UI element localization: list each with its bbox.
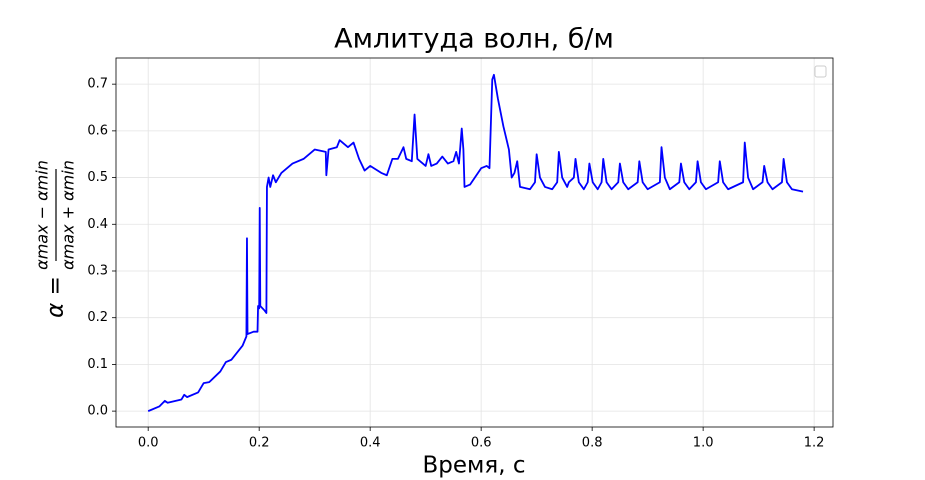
x-tick-label: 1.2 [804, 436, 825, 451]
y-tick-label: 0.5 [87, 170, 108, 185]
x-tick-label: 0.2 [249, 436, 270, 451]
x-axis-label: Время, с [423, 453, 526, 479]
y-label-numerator: αmax − αmin [33, 160, 52, 270]
y-tick-label: 0.1 [87, 357, 108, 372]
y-tick-label: 0.3 [87, 263, 108, 278]
x-tick-label: 0.8 [582, 436, 603, 451]
x-tick-label: 0.4 [360, 436, 381, 451]
legend-box [814, 65, 827, 78]
chart-title: Амлитуда волн, б/м [334, 24, 614, 55]
plot-frame [115, 57, 834, 428]
x-tick-label: 1.0 [693, 436, 714, 451]
x-tick-label: 0.0 [138, 436, 159, 451]
y-label-lhs: α = [43, 276, 69, 318]
y-tick-label: 0.0 [87, 404, 108, 419]
x-tick-label: 0.6 [471, 436, 492, 451]
y-tick-label: 0.7 [87, 77, 108, 92]
y-tick-label: 0.6 [87, 123, 108, 138]
y-label-denominator: αmax + αmin [59, 160, 78, 270]
y-tick-label: 0.4 [87, 217, 108, 232]
data-line [147, 73, 804, 412]
y-axis-label: α = αmax − αmin αmax + αmin [33, 160, 78, 318]
y-tick-label: 0.2 [87, 310, 108, 325]
